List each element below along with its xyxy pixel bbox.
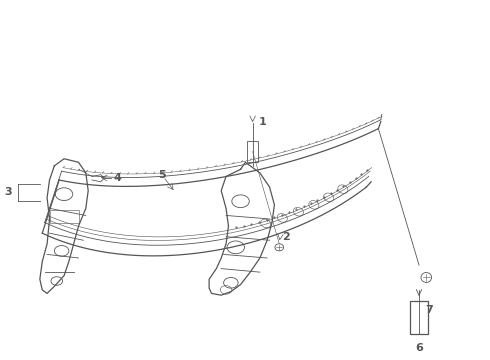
Text: 5: 5: [158, 170, 166, 180]
Bar: [50, 210, 78, 222]
Text: 6: 6: [415, 343, 423, 353]
Text: 3: 3: [4, 188, 12, 197]
Text: 4: 4: [114, 173, 122, 183]
Text: 1: 1: [258, 117, 266, 126]
Text: 7: 7: [425, 305, 433, 315]
Text: 2: 2: [282, 232, 290, 242]
Bar: [247, 141, 258, 162]
Bar: [410, 301, 428, 334]
